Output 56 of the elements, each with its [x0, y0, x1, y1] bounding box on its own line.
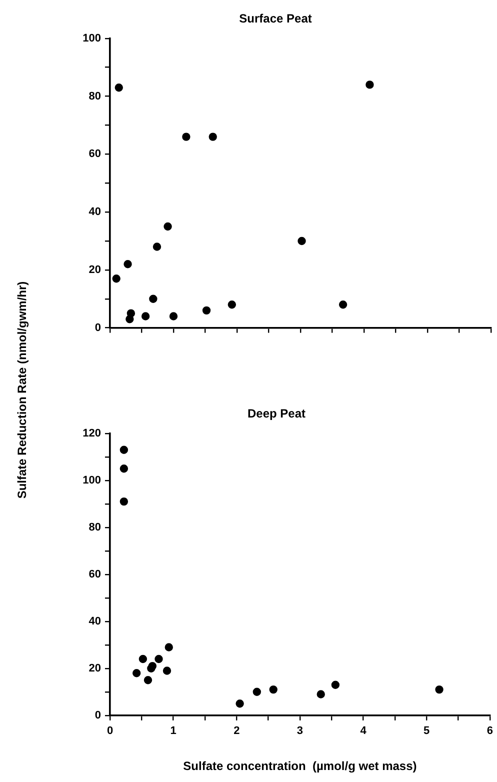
point	[152, 242, 162, 251]
point	[338, 300, 348, 309]
point	[124, 260, 132, 268]
point	[126, 309, 136, 318]
point	[149, 294, 158, 303]
y-tick-label: 80	[88, 90, 101, 102]
y-tick-label: 100	[82, 474, 101, 486]
point	[366, 80, 374, 89]
y-tick-label: 120	[82, 427, 101, 440]
point	[316, 690, 325, 698]
point	[164, 222, 172, 231]
y-tick-label: 0	[94, 322, 101, 334]
y-tick-label: 80	[88, 521, 101, 534]
point	[202, 306, 211, 315]
x-tick-label: 0	[106, 725, 114, 738]
point	[132, 669, 141, 678]
y-tick-label: 40	[88, 206, 101, 218]
x-axis-title: Sulfate concentration (µmol/g wet mass)	[183, 759, 417, 774]
y-axis-title: Sulfate Reduction Rate (nmol/gwm/hr)	[15, 281, 29, 499]
y-tick-label: 20	[88, 264, 101, 276]
point	[252, 688, 262, 696]
y-tick-label: 100	[82, 32, 101, 44]
point	[144, 676, 152, 684]
point	[331, 680, 340, 689]
point	[298, 236, 306, 246]
x-tick-label: 5	[424, 725, 430, 738]
point	[138, 654, 148, 664]
y-tick-label: 20	[88, 662, 101, 674]
point	[182, 132, 190, 141]
y-tick-label: 0	[94, 709, 101, 722]
point	[148, 662, 157, 670]
chart-title: Deep Peat	[247, 406, 306, 421]
point	[269, 685, 278, 694]
point	[154, 654, 163, 664]
x-tick-label: 2	[234, 725, 240, 738]
point	[164, 643, 173, 652]
point	[141, 312, 150, 320]
point	[114, 84, 123, 92]
y-tick-label: 60	[88, 568, 101, 580]
point	[169, 312, 178, 320]
point	[162, 666, 172, 675]
point	[228, 300, 236, 309]
x-tick-label: 4	[360, 725, 368, 738]
point	[236, 700, 244, 708]
chart-title: Surface Peat	[239, 12, 312, 26]
x-tick-label: 1	[170, 725, 176, 738]
x-tick-label: 3	[296, 725, 304, 738]
point	[120, 446, 128, 454]
point	[435, 685, 444, 694]
y-tick-label: 40	[88, 615, 101, 628]
point	[112, 274, 120, 283]
y-tick-label: 60	[88, 148, 101, 160]
point	[208, 132, 217, 141]
x-tick-label: 6	[486, 725, 494, 738]
point	[120, 464, 128, 473]
point	[120, 497, 128, 506]
